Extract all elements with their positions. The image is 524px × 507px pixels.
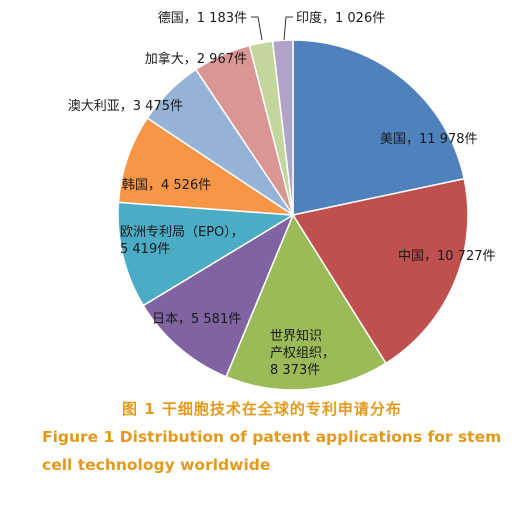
slice-label-2: 世界知识产权组织， 8 373件: [270, 328, 335, 378]
leader-lines: [251, 16, 293, 41]
slice-label-0: 美国，11 978件: [380, 132, 478, 147]
slice-label-6: 澳大利亚，3 475件: [68, 98, 183, 114]
pie-slice-0: [292, 39, 466, 216]
slice-label-1: 中国，10 727件: [398, 249, 496, 264]
pie-slice-3: [142, 213, 295, 378]
slice-label-8: 德国，1 183件: [158, 11, 247, 26]
pie-slice-1: [291, 177, 469, 365]
pie-slices: [117, 39, 469, 391]
leader-line-8: [251, 16, 263, 41]
pie-slice-5: [117, 117, 296, 216]
leader-line-9: [283, 16, 293, 41]
slice-label-7: 加拿大，2 967件: [145, 51, 247, 67]
pie-slice-4: [117, 201, 296, 307]
pie-slice-2: [225, 213, 387, 391]
figure-caption-english-line2: cell technology worldwide: [42, 456, 271, 474]
slice-label-3: 日本，5 581件: [152, 312, 241, 327]
pie-slice-9: [271, 39, 294, 216]
slice-label-5: 韩国，4 526件: [122, 178, 211, 193]
figure-caption-chinese: 图 1 干细胞技术在全球的专利申请分布: [122, 400, 402, 418]
figure-caption-english-line1: Figure 1 Distribution of patent applicat…: [42, 428, 502, 446]
slice-label-9: 印度，1 026件: [296, 10, 385, 26]
slice-label-4: 欧洲专利局（EPO）， 5 419件: [120, 225, 244, 257]
